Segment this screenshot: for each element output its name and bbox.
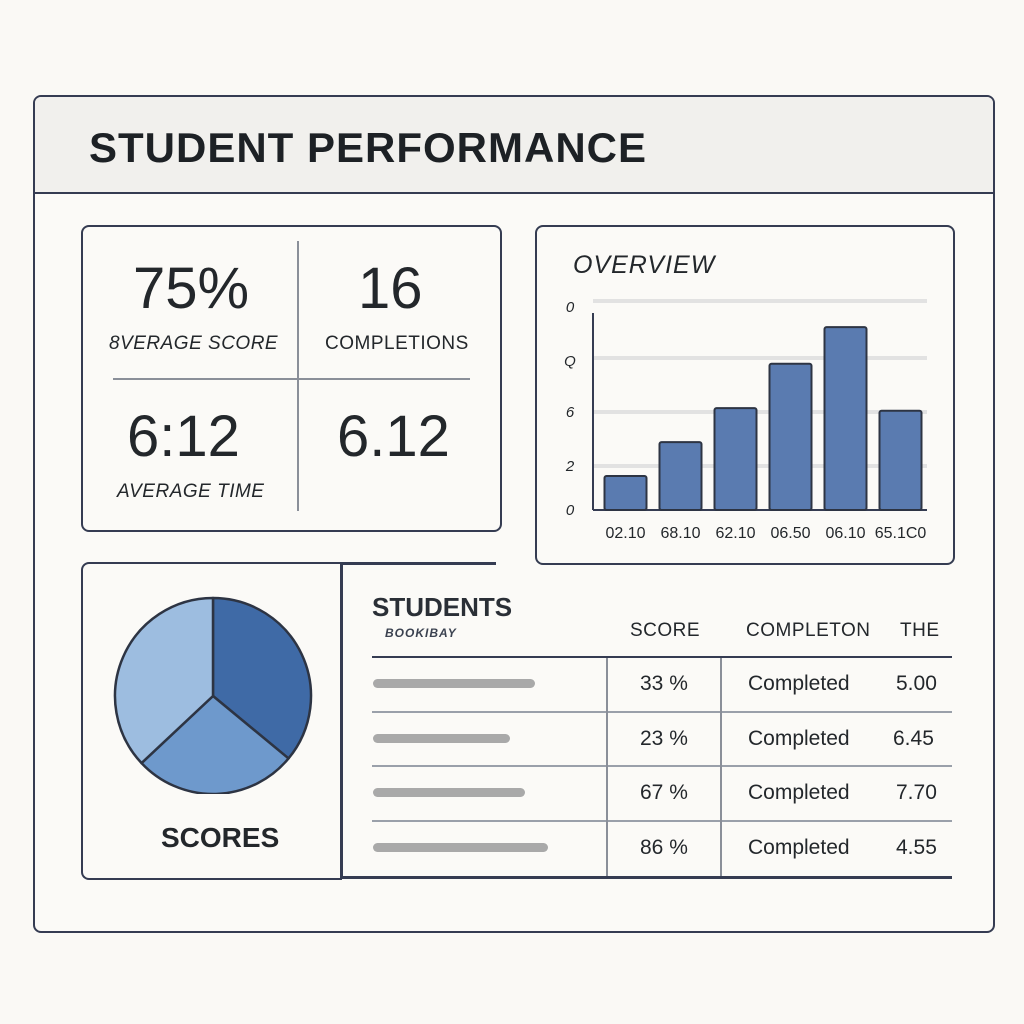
overview-title: OVERVIEW bbox=[573, 251, 716, 279]
column-header-score[interactable]: SCORE bbox=[630, 620, 701, 641]
x-tick-label: 06.10 bbox=[825, 525, 865, 542]
status-cell: Completed bbox=[748, 836, 850, 859]
student-name-placeholder bbox=[373, 843, 548, 852]
y-tick-label: 2 bbox=[565, 458, 575, 475]
table-bottom-border bbox=[340, 876, 952, 879]
time-cell: 5.00 bbox=[896, 672, 937, 695]
table-row-divider bbox=[372, 765, 952, 767]
overview-bar-chart: 0 Q 6 2 0 02.10 68.10 62.10 06.50 06.10 65.1C0 bbox=[564, 299, 927, 542]
stat-completions-label: COMPLETIONS bbox=[325, 333, 469, 354]
stat-average-time-value: 6:12 bbox=[127, 404, 240, 469]
pie-slice bbox=[140, 694, 290, 794]
pie-slice bbox=[211, 596, 313, 760]
title-bar: STUDENT PERFORMANCE bbox=[35, 97, 993, 194]
student-name-placeholder bbox=[373, 788, 525, 797]
column-header-time[interactable]: THE bbox=[900, 620, 940, 641]
x-tick-label: 65.1C0 bbox=[875, 525, 927, 542]
y-tick-label: 6 bbox=[566, 404, 575, 421]
table-row-divider bbox=[372, 711, 952, 713]
bar bbox=[768, 362, 813, 511]
page-title: STUDENT PERFORMANCE bbox=[89, 124, 648, 171]
scores-pie-chart bbox=[113, 596, 313, 794]
table-row-divider bbox=[372, 820, 952, 822]
scores-label: SCORES bbox=[161, 822, 280, 853]
score-cell: 33 % bbox=[640, 672, 688, 695]
time-cell: 6.45 bbox=[893, 727, 934, 750]
column-header-completion[interactable]: COMPLETON bbox=[746, 620, 871, 641]
stat-extra-value: 6.12 bbox=[337, 404, 450, 469]
status-cell: Completed bbox=[748, 672, 850, 695]
score-cell: 23 % bbox=[640, 727, 688, 750]
x-tick-label: 06.50 bbox=[770, 525, 810, 542]
y-tick-label: 0 bbox=[566, 502, 575, 519]
stat-average-score-value: 75% bbox=[133, 256, 250, 321]
bar bbox=[878, 409, 923, 512]
time-cell: 4.55 bbox=[896, 836, 937, 859]
bar bbox=[603, 475, 648, 512]
student-name-placeholder bbox=[373, 734, 510, 743]
time-cell: 7.70 bbox=[896, 781, 937, 804]
student-name-placeholder bbox=[373, 679, 535, 688]
students-title: STUDENTS bbox=[372, 592, 513, 622]
scores-card-top-border bbox=[340, 562, 496, 565]
table-column-divider bbox=[720, 658, 722, 876]
scores-card-divider bbox=[340, 562, 343, 878]
stat-average-score-label: 8VERAGE SCORE bbox=[109, 333, 279, 354]
y-tick-label: 0 bbox=[566, 299, 575, 316]
overview-card: OVERVIEW 0 Q 6 2 0 02.10 68.10 62.10 06.50 06.10 6… bbox=[535, 225, 955, 565]
stats-divider-horizontal bbox=[113, 378, 470, 380]
score-cell: 67 % bbox=[640, 781, 688, 804]
y-tick-label: Q bbox=[564, 353, 576, 370]
score-cell: 86 % bbox=[640, 836, 688, 859]
students-subtitle: BOOKIBAY bbox=[385, 626, 457, 640]
status-cell: Completed bbox=[748, 727, 850, 750]
stats-card: 75% 8VERAGE SCORE 16 COMPLETIONS 6:12 AV… bbox=[81, 225, 502, 532]
table-column-divider bbox=[606, 658, 608, 876]
bar bbox=[658, 441, 703, 511]
stats-divider-vertical bbox=[297, 241, 299, 511]
x-tick-label: 02.10 bbox=[605, 525, 645, 542]
status-cell: Completed bbox=[748, 781, 850, 804]
stat-average-time-label: AVERAGE TIME bbox=[117, 481, 265, 502]
bar bbox=[823, 326, 868, 511]
x-tick-label: 62.10 bbox=[715, 525, 755, 542]
table-header-divider bbox=[372, 656, 952, 658]
x-tick-label: 68.10 bbox=[660, 525, 700, 542]
bar bbox=[713, 407, 758, 511]
scores-card: SCORES bbox=[81, 562, 342, 880]
pie-slice bbox=[113, 596, 215, 765]
stat-completions-value: 16 bbox=[358, 256, 423, 321]
